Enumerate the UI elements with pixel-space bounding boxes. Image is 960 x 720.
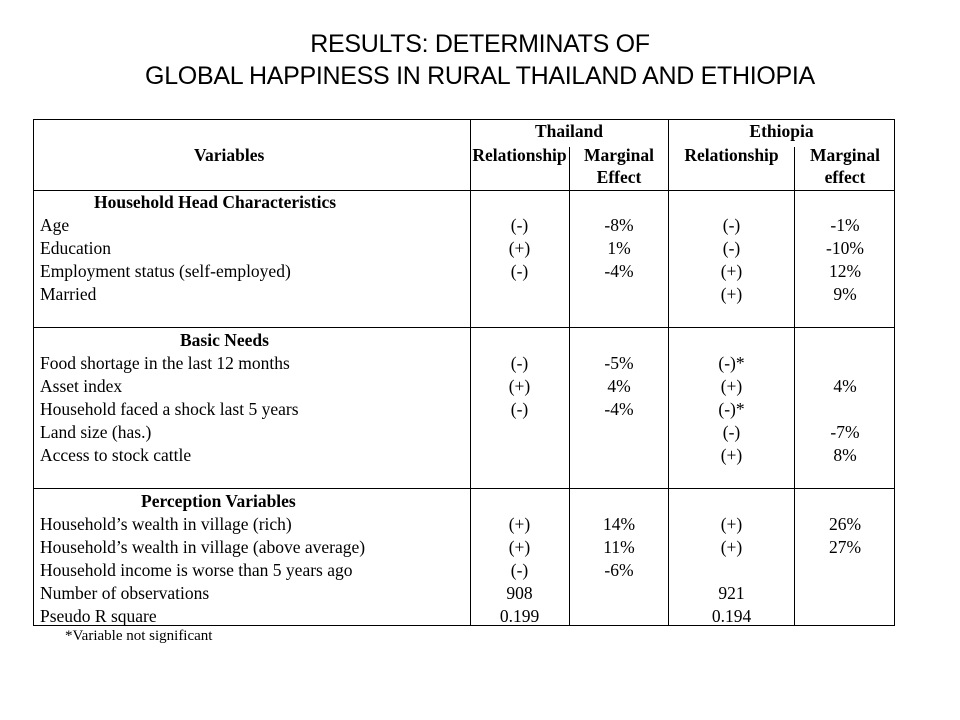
cell-ethiopia-relationship: (-) xyxy=(722,422,741,442)
cell-thailand-relationship: (+) xyxy=(508,238,531,258)
cell-thailand-relationship: (-) xyxy=(510,353,529,373)
cell-ethiopia-relationship: (-)* xyxy=(718,353,745,373)
row-label: Number of observations xyxy=(40,583,210,603)
row-label: Pseudo R square xyxy=(40,606,157,626)
cell-thailand-relationship: (-) xyxy=(510,261,529,281)
cell-ethiopia-marginal-effect: 12% xyxy=(828,261,862,281)
header-thailand-marginal: Marginal xyxy=(584,145,654,165)
section-heading: Basic Needs xyxy=(180,330,269,350)
row-label: Household income is worse than 5 years a… xyxy=(40,560,353,580)
cell-ethiopia-marginal-effect: 26% xyxy=(828,514,862,534)
cell-ethiopia-marginal-effect: 9% xyxy=(833,284,857,304)
row-label: Married xyxy=(40,284,97,304)
footnote: *Variable not significant xyxy=(65,628,213,644)
section-divider-2 xyxy=(34,488,894,489)
cell-thailand-marginal-effect: -8% xyxy=(604,215,634,235)
cell-thailand-marginal-effect: -4% xyxy=(604,399,634,419)
cell-ethiopia-relationship: (-) xyxy=(722,238,741,258)
row-label: Employment status (self-employed) xyxy=(40,261,291,281)
cell-ethiopia-marginal-effect: -1% xyxy=(830,215,860,235)
cell-ethiopia-relationship: 0.194 xyxy=(711,606,752,626)
cell-ethiopia-marginal-effect: 8% xyxy=(833,445,857,465)
cell-ethiopia-relationship: (-) xyxy=(722,215,741,235)
row-label: Food shortage in the last 12 months xyxy=(40,353,290,373)
cell-thailand-marginal-effect: 4% xyxy=(607,376,631,396)
slide-title-line-2: GLOBAL HAPPINESS IN RURAL THAILAND AND E… xyxy=(145,62,815,90)
row-label: Education xyxy=(40,238,111,258)
cell-ethiopia-marginal-effect: 4% xyxy=(833,376,857,396)
cell-ethiopia-relationship: (+) xyxy=(720,537,743,557)
cell-thailand-relationship: (+) xyxy=(508,376,531,396)
row-label: Land size (has.) xyxy=(40,422,152,442)
header-ethiopia-marginal: Marginal xyxy=(810,145,880,165)
row-label: Household’s wealth in village (above ave… xyxy=(40,537,366,557)
cell-ethiopia-marginal-effect: -10% xyxy=(826,238,864,258)
cell-ethiopia-relationship: (+) xyxy=(720,261,743,281)
section-heading: Perception Variables xyxy=(141,491,296,511)
header-ethiopia: Ethiopia xyxy=(749,121,814,141)
cell-ethiopia-marginal-effect: 27% xyxy=(828,537,862,557)
row-label: Asset index xyxy=(40,376,123,396)
section-divider-1 xyxy=(34,327,894,328)
divider-thailand-columns xyxy=(569,147,570,626)
cell-thailand-marginal-effect: -6% xyxy=(604,560,634,580)
header-ethiopia-relationship: Relationship xyxy=(684,145,779,165)
header-thailand-effect: Effect xyxy=(596,167,642,187)
slide-title-line-1: RESULTS: DETERMINATS OF xyxy=(310,30,650,58)
cell-thailand-marginal-effect: -5% xyxy=(604,353,634,373)
cell-thailand-relationship: (-) xyxy=(510,215,529,235)
header-ethiopia-effect: effect xyxy=(824,167,866,187)
cell-ethiopia-relationship: (+) xyxy=(720,376,743,396)
cell-ethiopia-marginal-effect: -7% xyxy=(830,422,860,442)
divider-ethiopia-columns xyxy=(794,147,795,626)
section-heading: Household Head Characteristics xyxy=(94,192,337,212)
cell-thailand-marginal-effect: 14% xyxy=(602,514,636,534)
cell-thailand-relationship: (+) xyxy=(508,537,531,557)
cell-thailand-marginal-effect: -4% xyxy=(604,261,634,281)
divider-variables-thailand xyxy=(470,120,471,626)
row-label: Access to stock cattle xyxy=(40,445,192,465)
cell-thailand-relationship: 0.199 xyxy=(499,606,540,626)
cell-thailand-marginal-effect: 11% xyxy=(603,537,635,557)
cell-thailand-relationship: (-) xyxy=(510,399,529,419)
header-thailand: Thailand xyxy=(534,121,604,141)
header-divider xyxy=(34,190,894,191)
results-table: Thailand Ethiopia Variables Relationship… xyxy=(33,119,895,626)
divider-thailand-ethiopia xyxy=(668,120,669,626)
cell-ethiopia-relationship: (+) xyxy=(720,514,743,534)
cell-ethiopia-relationship: (+) xyxy=(720,445,743,465)
cell-thailand-relationship: 908 xyxy=(506,583,533,603)
header-thailand-relationship: Relationship xyxy=(472,145,567,165)
header-variables: Variables xyxy=(194,145,265,165)
row-label: Household faced a shock last 5 years xyxy=(40,399,299,419)
cell-ethiopia-relationship: 921 xyxy=(718,583,745,603)
cell-ethiopia-relationship: (-)* xyxy=(718,399,745,419)
row-label: Age xyxy=(40,215,70,235)
row-label: Household’s wealth in village (rich) xyxy=(40,514,292,534)
cell-thailand-relationship: (-) xyxy=(510,560,529,580)
cell-thailand-relationship: (+) xyxy=(508,514,531,534)
cell-ethiopia-relationship: (+) xyxy=(720,284,743,304)
cell-thailand-marginal-effect: 1% xyxy=(607,238,631,258)
